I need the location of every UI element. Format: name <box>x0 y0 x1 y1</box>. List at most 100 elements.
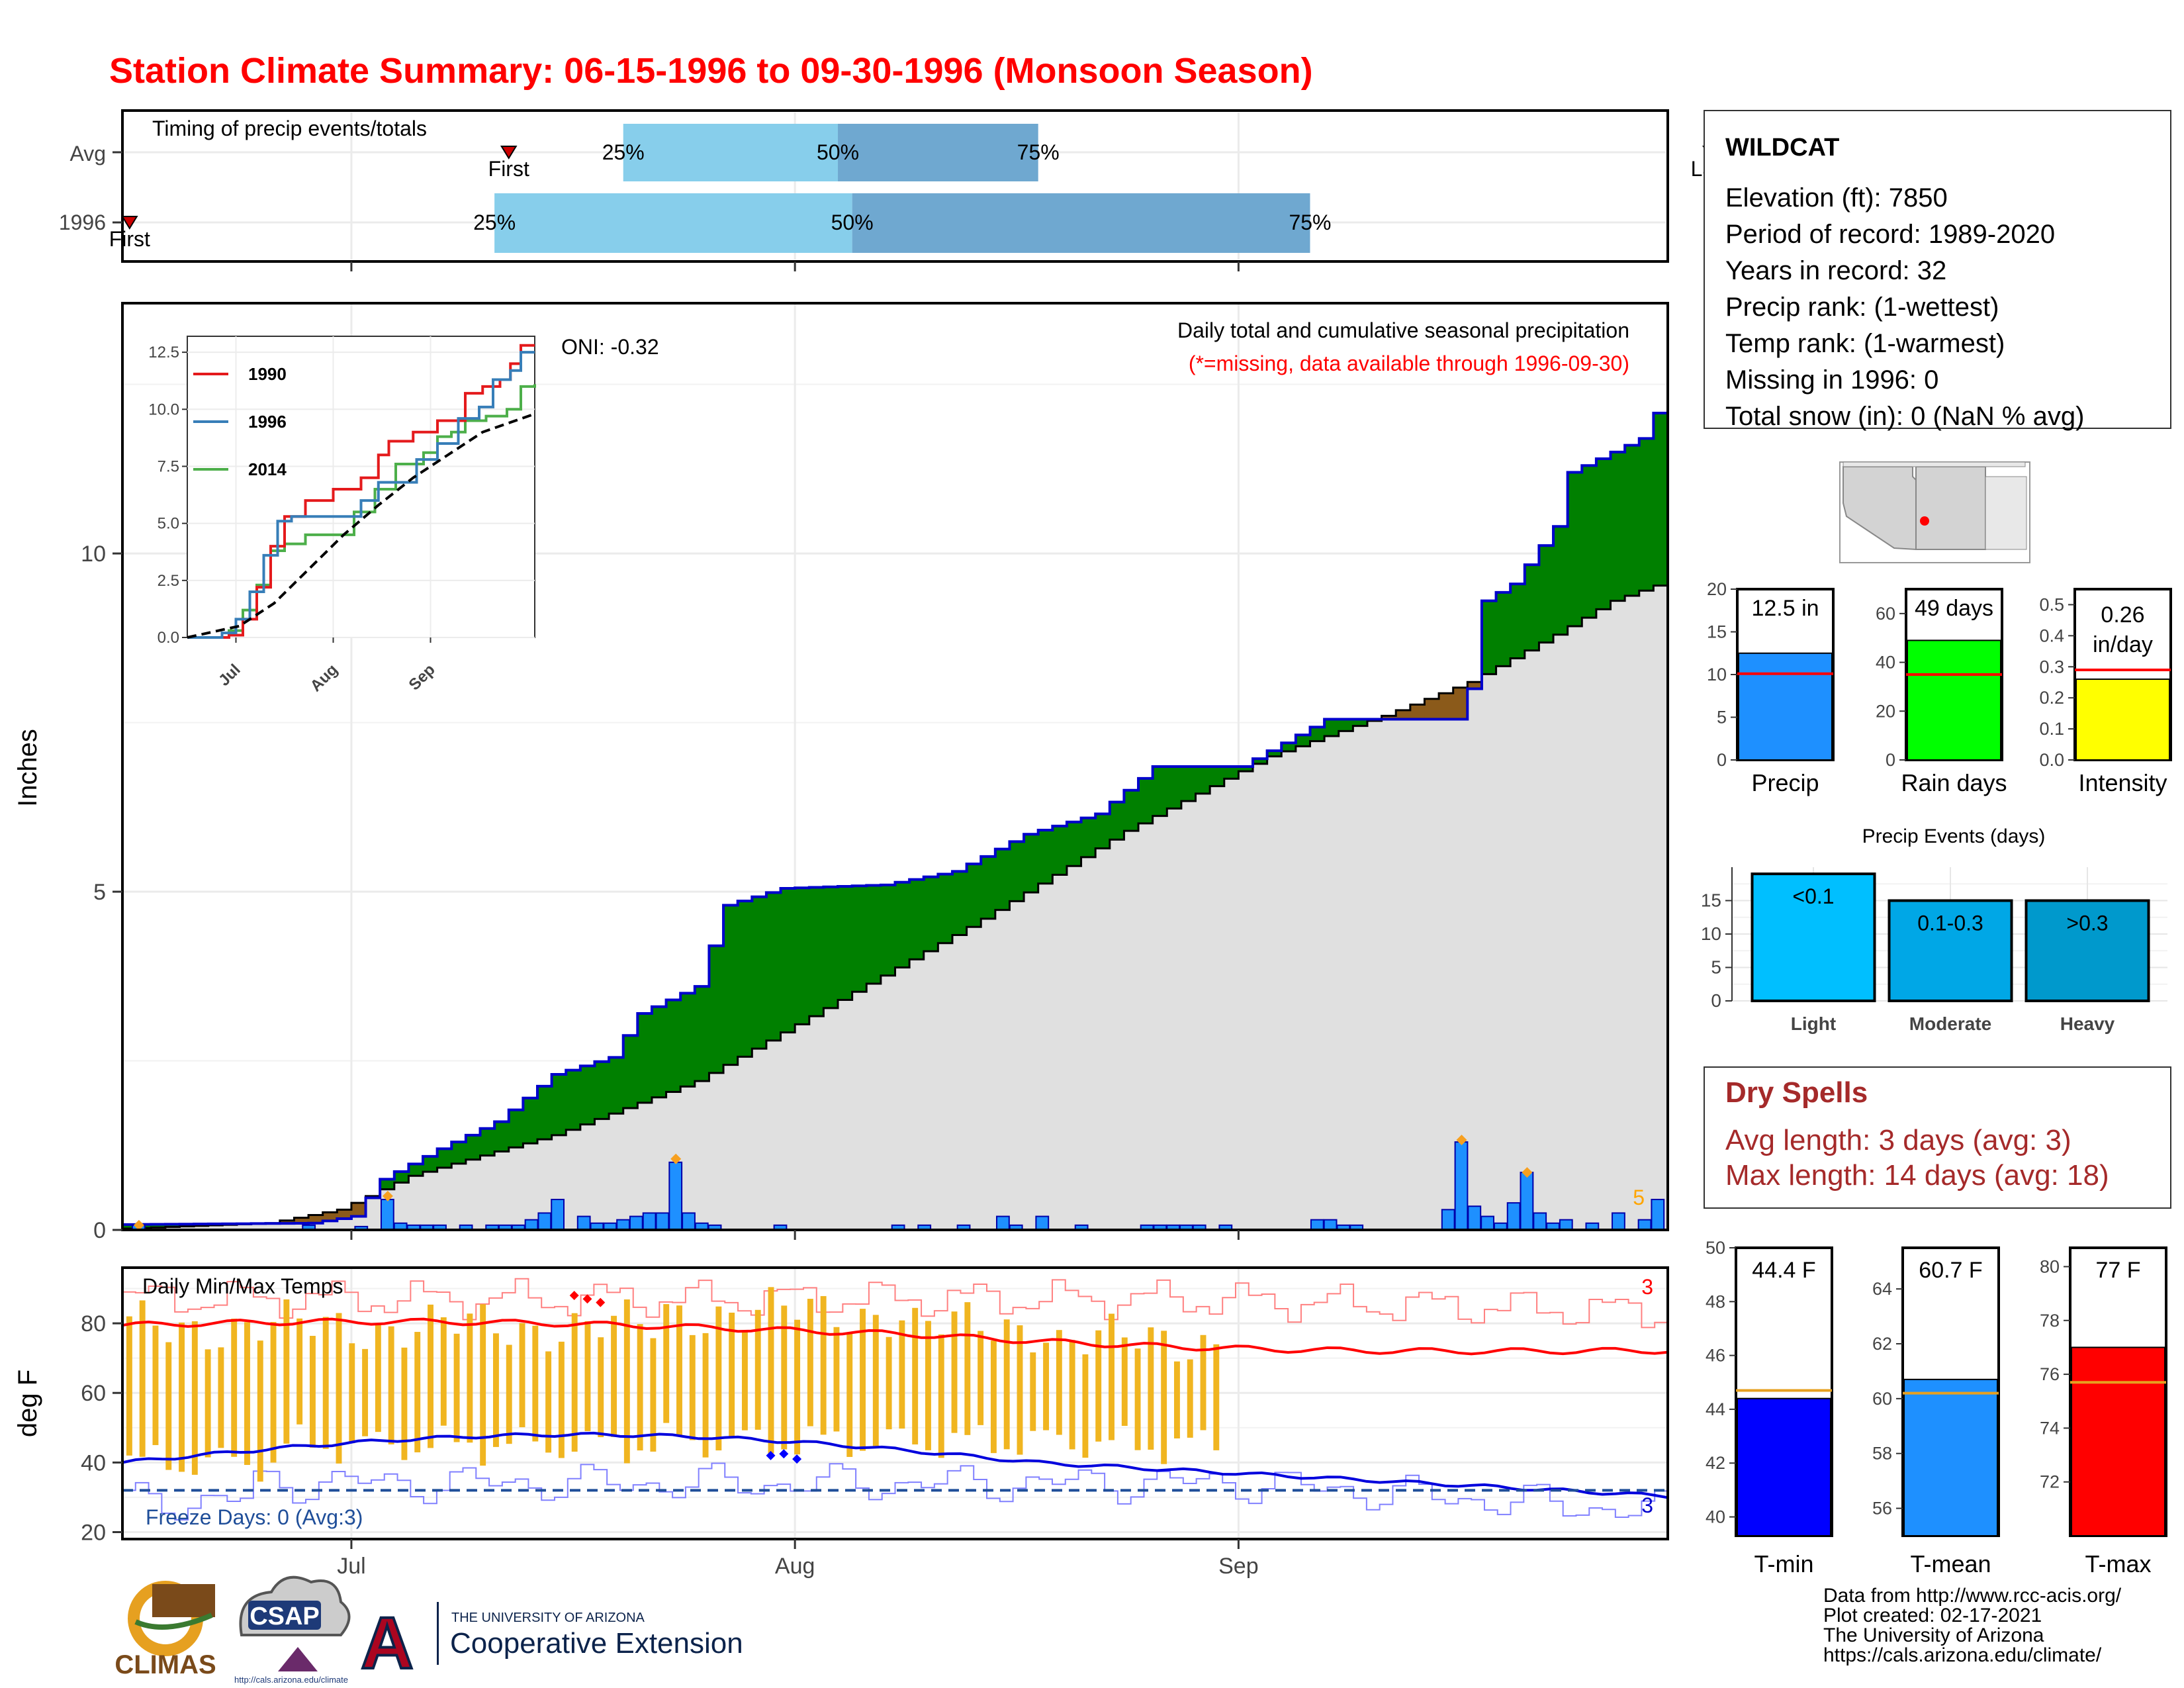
daily-temp-range-bar <box>179 1322 185 1472</box>
daily-temp-range-bar <box>165 1342 172 1470</box>
daily-precip-bar <box>1454 1141 1469 1231</box>
temp-y-tick-label: 48 <box>1706 1291 1725 1311</box>
daily-temp-range-bar <box>676 1305 682 1436</box>
timing-event-marker <box>121 216 138 230</box>
daily-temp-range-bar <box>362 1348 369 1436</box>
below-average-fill <box>279 1220 295 1224</box>
above-average-fill <box>465 1135 481 1160</box>
daily-record-marker <box>1456 1135 1467 1146</box>
summary-y-tick-label: 5 <box>1717 708 1727 727</box>
daily-temp-range-bar <box>1030 1352 1036 1431</box>
daily-temp-range-bar <box>663 1304 670 1423</box>
summary-value-bar <box>1738 652 1833 761</box>
x-axis-month-label: Sep <box>1218 1554 1259 1579</box>
precip-annotation-missing: (*=missing, data available through 1996-… <box>1189 352 1629 375</box>
summary-y-tick-label: 0 <box>1717 750 1727 770</box>
timing-q75-label: 75% <box>1289 211 1331 234</box>
ua-cooperative-extension-logo: A THE UNIVERSITY OF ARIZONA Cooperative … <box>359 1601 743 1685</box>
daily-temp-range-bar <box>715 1306 722 1451</box>
above-average-fill <box>623 1035 638 1109</box>
event-bar-moderate <box>1888 899 2013 1002</box>
temp-y-tick-label: 80 <box>81 1311 106 1336</box>
inset-y-tick-label: 5.0 <box>158 515 179 533</box>
above-average-fill <box>1095 814 1111 849</box>
record-max-line <box>122 1278 1668 1329</box>
daily-precip-bar <box>668 1161 683 1231</box>
station-info: WILDCAT Elevation (ft): 7850 Period of r… <box>1704 110 2171 431</box>
inset-y-tick-label: 0.0 <box>158 629 179 647</box>
temp-y-tick-label: 40 <box>1706 1507 1725 1527</box>
daily-temp-range-bar <box>440 1317 447 1426</box>
above-average-fill <box>594 1061 610 1119</box>
map-states-north <box>1843 461 2026 467</box>
temp-axes: 20 40 60 80 Jul Aug Sep <box>81 1311 1258 1579</box>
temp-value-text: 77 F <box>2095 1258 2140 1283</box>
inset-y-tick-label: 2.5 <box>158 572 179 590</box>
timing-event-marker <box>500 146 518 160</box>
above-average-fill <box>1553 526 1569 635</box>
daily-temp-range-bar <box>388 1326 394 1445</box>
temp-y-tick-label: 50 <box>1706 1238 1725 1258</box>
above-average-fill <box>122 1224 138 1229</box>
daily-temp-range-bar <box>506 1344 512 1444</box>
event-category-label: Heavy <box>2060 1013 2115 1034</box>
events-y-tick-label: 5 <box>1711 957 1721 978</box>
daily-temp-range-bar <box>964 1302 971 1435</box>
above-average-fill <box>1138 778 1154 823</box>
daily-temp-range-bar <box>1003 1319 1010 1450</box>
above-average-fill <box>1081 818 1096 857</box>
daily-precip-bar <box>1467 1205 1482 1231</box>
daily-temp-range-bar <box>912 1307 919 1445</box>
daily-temp-range-bar <box>872 1315 879 1446</box>
temperature-bar-charts: 40 42 44 46 48 50 44.4 F T-min 56 58 60 62 64 60.7 F T… <box>1706 1238 2167 1577</box>
daily-temp-range-bar <box>493 1333 499 1447</box>
daily-record-marker <box>670 1153 682 1164</box>
summary-value-bar <box>2075 679 2170 761</box>
above-average-fill <box>1038 830 1053 884</box>
timing-x-ticks <box>113 151 1240 271</box>
daily-temp-range-bar <box>218 1347 224 1448</box>
events-title: Precip Events (days) <box>1862 825 2046 847</box>
x-axis-month-label: Jul <box>337 1554 365 1579</box>
above-average-fill <box>723 905 739 1065</box>
summary-value-bar <box>1907 639 2001 761</box>
above-average-fill <box>1152 767 1167 816</box>
x-axis-month-label: Aug <box>775 1554 815 1579</box>
daily-temp-range-bar <box>1095 1330 1102 1442</box>
temp-y-tick-label: 74 <box>2040 1418 2060 1438</box>
precip-corner-count: 5 <box>1633 1186 1645 1209</box>
daily-temp-range-bar <box>689 1335 696 1440</box>
credit-plot-date: Plot created: 02-17-2021 <box>1823 1605 2042 1626</box>
above-average-fill <box>1253 759 1268 764</box>
above-average-fill <box>1267 751 1282 757</box>
above-average-fill <box>823 886 839 1008</box>
daily-precip-bar <box>1310 1219 1324 1231</box>
timing-bar-q2 <box>838 124 1038 181</box>
temp-frame <box>121 1266 1669 1540</box>
above-average-fill <box>637 1013 653 1103</box>
above-average-fill <box>437 1149 452 1168</box>
above-average-fill <box>1353 719 1368 726</box>
daily-temp-range-bar <box>139 1300 146 1457</box>
station-info-frame <box>1704 110 2171 429</box>
summary-y-tick-label: 20 <box>1707 579 1727 599</box>
temp-value-bar <box>1903 1378 1998 1537</box>
info-total-snow: Total snow (in): 0 (NaN % avg) <box>1725 402 2084 431</box>
precip-y-label: Inches <box>13 729 42 807</box>
above-average-fill <box>537 1086 553 1140</box>
daily-temp-range-bar <box>1069 1340 1075 1450</box>
daily-temp-range-bar <box>244 1322 250 1466</box>
inset-series-1996 <box>187 351 535 639</box>
temp-y-tick-label: 60 <box>81 1381 106 1406</box>
daily-temp-range-bar <box>453 1333 460 1442</box>
timing-bars: 25%50%75%FirstLast25%50%75%FirstLast <box>109 124 1788 253</box>
above-average-fill <box>1324 719 1340 737</box>
csap-url: http://cals.arizona.edu/climate <box>234 1675 348 1685</box>
daily-temp-range-bar <box>820 1295 827 1435</box>
temp-series <box>122 1278 1668 1521</box>
daily-temp-range-bar <box>558 1341 565 1458</box>
above-average-fill <box>1610 451 1625 601</box>
below-average-fill <box>322 1212 338 1221</box>
above-average-fill <box>1109 802 1124 840</box>
